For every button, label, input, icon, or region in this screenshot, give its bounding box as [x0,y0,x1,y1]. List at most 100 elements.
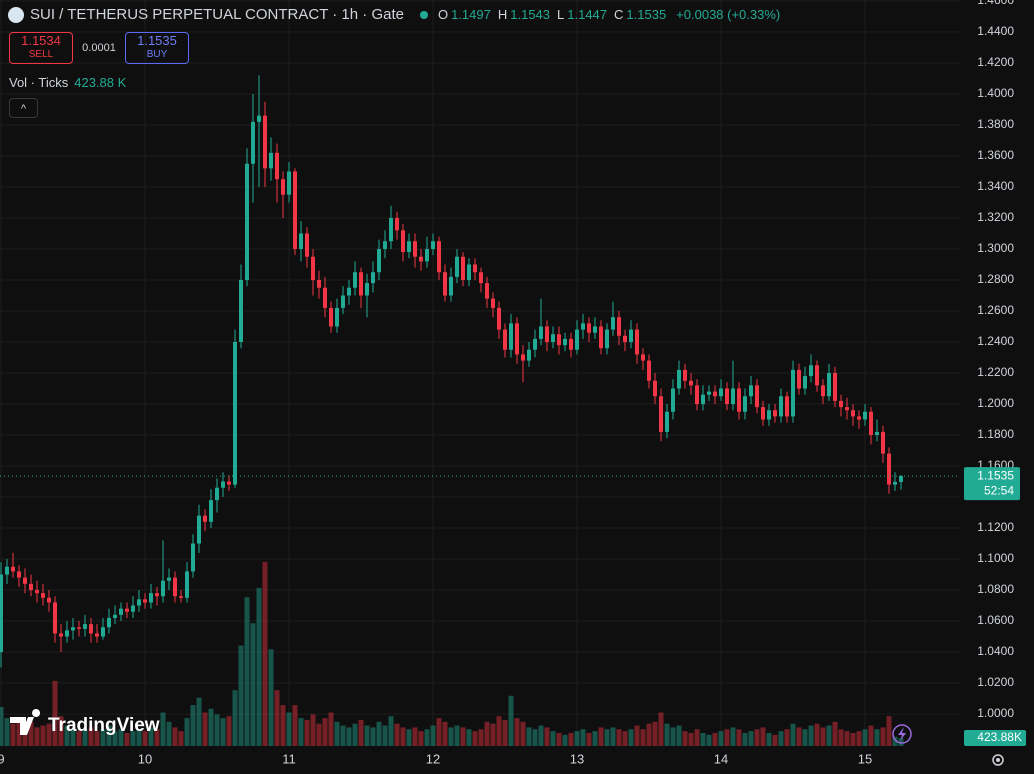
volume-bar [148,727,154,746]
candle-body [551,334,555,342]
candle-body [227,481,231,485]
y-tick-label: 1.0800 [977,582,1014,596]
legend-value: 1.1535 [626,7,667,22]
candle-body [557,334,561,346]
candle-body [713,391,717,397]
volume-bar [166,721,172,746]
candle-body [761,407,765,420]
candle-body [707,391,711,395]
candle-body [395,217,399,231]
sell-button[interactable]: 1.1534 SELL [9,32,73,64]
volume-bar [424,729,430,746]
trade-buttons: 1.1534 SELL 0.0001 1.1535 BUY [9,32,189,64]
volume-bar [598,727,604,746]
volume-bar [688,732,694,746]
y-tick-label: 1.2000 [977,396,1014,410]
volume-bar [850,732,856,746]
candle-body [89,624,93,634]
volume-bar [430,725,436,746]
volume-bar [454,725,460,746]
legend-value: 1.1543 [510,7,551,22]
candle-body [593,326,597,333]
sell-label: SELL [28,49,54,60]
x-tick-label: 10 [138,751,152,766]
y-tick-label: 1.0400 [977,644,1014,658]
volume-bar [352,723,358,746]
candle-body [869,411,873,436]
y-tick-label: 1.2600 [977,303,1014,317]
volume-bar [232,690,238,746]
candle-body [185,571,189,598]
candle-body [17,571,21,578]
volume-bar [268,649,274,746]
candle-body [683,369,687,381]
candle-body [65,630,69,637]
volume-bar [172,727,178,746]
volume-bar [892,736,898,746]
candle-body [341,295,345,308]
candle-body [293,171,297,249]
volume-bar [766,732,772,746]
volume-bar [226,716,232,746]
candle-body [893,481,897,485]
volume-bar [568,732,574,746]
candle-body [305,233,309,257]
symbol-title[interactable]: SUI / TETHERUS PERPETUAL CONTRACT · 1h ·… [30,6,404,23]
candle-body [785,396,789,417]
x-tick-label: 14 [714,751,728,766]
volume-bar [46,723,52,746]
candle-body [5,566,9,575]
volume-bar [838,729,844,746]
candle-body [53,602,57,634]
volume-bar [562,734,568,746]
candle-body [323,287,327,308]
x-tick-label: 9 [0,751,5,766]
volume-bar [436,718,442,746]
candle-body [161,580,165,597]
candle-body [629,329,633,342]
candle-body [335,307,339,327]
candle-body [83,624,87,629]
volume-bar [712,732,718,746]
candle-body [179,596,183,598]
candle-body [563,338,567,346]
y-tick-label: 1.4200 [977,55,1014,69]
volume-bar [88,727,94,746]
volume-bar [334,721,340,746]
candle-body [755,385,759,408]
volume-bar [484,721,490,746]
volume-bar [28,721,34,746]
y-tick-label: 1.1000 [977,551,1014,565]
volume-bar [262,561,268,746]
volume-bar [58,716,64,746]
candle-body [359,272,363,296]
legend-key: L [557,7,565,22]
volume-bar [94,731,100,746]
volume-bar [214,714,220,746]
volume-bar [616,729,622,746]
candle-body [419,256,423,262]
volume-bar [640,729,646,746]
settings-button[interactable] [992,754,1004,766]
volume-bar [118,729,124,746]
volume-bar [550,731,556,746]
candle-body [35,590,39,594]
candle-body [881,431,885,454]
volume-bar [358,719,364,746]
buy-button[interactable]: 1.1535 BUY [125,32,189,64]
volume-bar [448,727,454,746]
collapse-button[interactable]: ^ [9,98,38,118]
lightning-button[interactable] [892,724,912,744]
x-tick-label: 11 [282,751,296,766]
candle-body [599,326,603,349]
candle-body [197,515,201,544]
volume-bar [790,723,796,746]
candle-body [119,608,123,615]
candle-body [365,283,369,296]
candle-body [605,329,609,349]
grid [0,0,960,746]
candle-body [275,152,279,180]
sell-price: 1.1534 [21,33,61,48]
legend-value: 1.1447 [567,7,608,22]
